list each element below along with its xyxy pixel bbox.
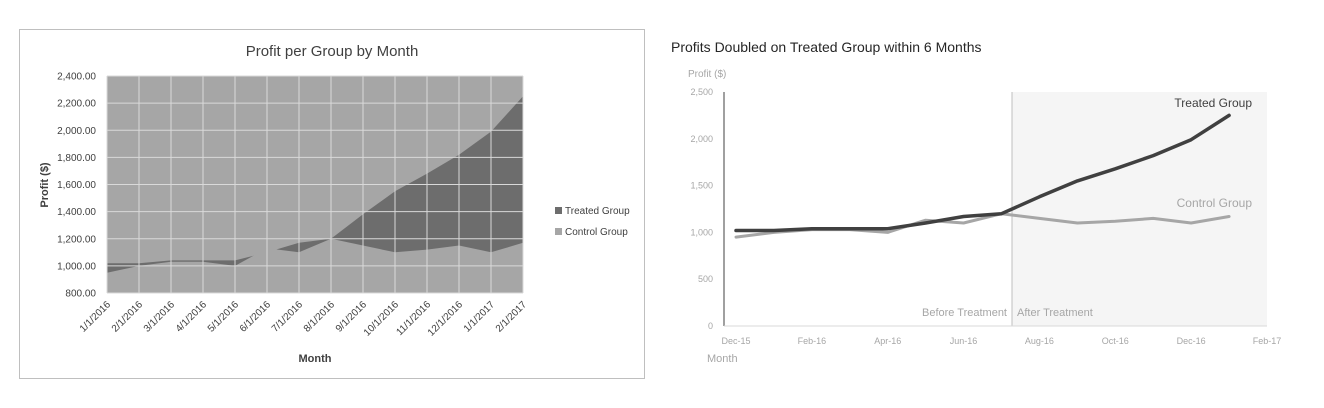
x-tick-label: Feb-17	[1253, 336, 1282, 346]
legend-swatch	[555, 228, 562, 235]
x-tick-label: Apr-16	[874, 336, 901, 346]
left-x-axis-label: Month	[299, 353, 332, 365]
left-chart-title: Profit per Group by Month	[246, 43, 419, 60]
x-tick-label: Dec-15	[721, 336, 750, 346]
right-plot-area: 0 500 1,000 1,500 2,000 2,500 Dec-15 Feb-16 Apr-…	[690, 87, 1281, 346]
left-y-axis-label: Profit ($)	[39, 162, 51, 208]
x-tick-label: Aug-16	[1025, 336, 1054, 346]
before-treatment-label: Before Treatment	[922, 307, 1007, 319]
y-tick-label: 1,400.00	[57, 207, 96, 218]
x-tick-label: 1/1/2016	[78, 299, 114, 335]
right-chart-title: Profits Doubled on Treated Group within …	[671, 39, 982, 55]
left-legend: Treated Group Control Group	[555, 206, 630, 238]
y-tick-label: 1,800.00	[57, 153, 96, 164]
y-tick-label: 1,600.00	[57, 180, 96, 191]
x-tick-label: Feb-16	[798, 336, 827, 346]
after-treatment-shade	[1012, 92, 1267, 326]
after-treatment-label: After Treatment	[1017, 307, 1093, 319]
x-tick-label: 2/1/2016	[110, 299, 146, 335]
area-treated-group	[107, 96, 523, 293]
series-label-control-group: Control Group	[1177, 196, 1253, 210]
legend-label: Control Group	[565, 227, 628, 238]
x-tick-label: 2/1/2017	[494, 299, 530, 335]
legend-label: Treated Group	[565, 206, 630, 217]
y-tick-label: 1,200.00	[57, 234, 96, 245]
x-tick-label: 8/1/2016	[302, 299, 338, 335]
y-tick-label: 500	[698, 274, 713, 284]
x-tick-label: Oct-16	[1102, 336, 1129, 346]
series-label-treated-group: Treated Group	[1174, 96, 1252, 110]
x-tick-label: 7/1/2016	[270, 299, 306, 335]
right-x-axis-label: Month	[707, 353, 738, 365]
x-tick-label: 5/1/2016	[206, 299, 242, 335]
y-tick-label: 2,000.00	[57, 126, 96, 137]
legend-swatch	[555, 207, 562, 214]
x-tick-label: 4/1/2016	[174, 299, 210, 335]
y-tick-label: 0	[708, 321, 713, 331]
x-tick-label: Jun-16	[950, 336, 978, 346]
x-tick-label: 12/1/2016	[426, 299, 466, 339]
y-tick-label: 1,500	[690, 181, 713, 191]
y-tick-label: 2,200.00	[57, 99, 96, 110]
series-line-treated-group	[734, 113, 1231, 233]
y-tick-label: 800.00	[65, 289, 96, 300]
y-tick-label: 2,400.00	[57, 72, 96, 83]
x-tick-label: 1/1/2017	[462, 299, 498, 335]
x-tick-label: Dec-16	[1177, 336, 1206, 346]
right-y-axis-label: Profit ($)	[688, 69, 726, 80]
y-tick-label: 2,000	[690, 134, 713, 144]
y-tick-label: 1,000	[690, 227, 713, 237]
y-tick-label: 2,500	[690, 87, 713, 97]
x-tick-label: 3/1/2016	[142, 299, 178, 335]
x-tick-label: 6/1/2016	[238, 299, 274, 335]
y-tick-label: 1,000.00	[57, 261, 96, 272]
left-plot-area: 800.00 1,000.00 1,200.00 1,400.00 1,600.00 1,…	[57, 72, 529, 339]
